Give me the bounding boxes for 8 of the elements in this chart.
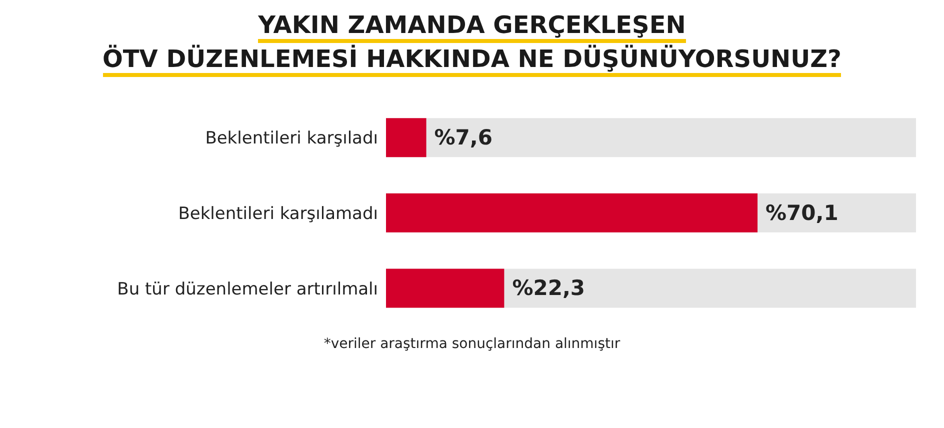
data-label: %7,6 [434,126,493,150]
text: *veriler araştırma sonuçlarından alınmıştır [322,336,622,352]
data-label: %70,1 [766,200,838,225]
y-tick-label: Bu tür düzenlemeler artırılmalı [117,279,378,300]
data-label: %22,3 [512,276,586,300]
chart-title: YAKIN ZAMANDA GERÇEKLEŞEN ÖTV DÜZENLEMESİ HAKKINDA NE DÜŞÜNÜYORSUNUZ? [102,11,842,75]
y-tick-label: Beklentileri karşıladı [205,128,378,149]
y-tick-label: Beklentileri karşılamadı [178,204,378,224]
